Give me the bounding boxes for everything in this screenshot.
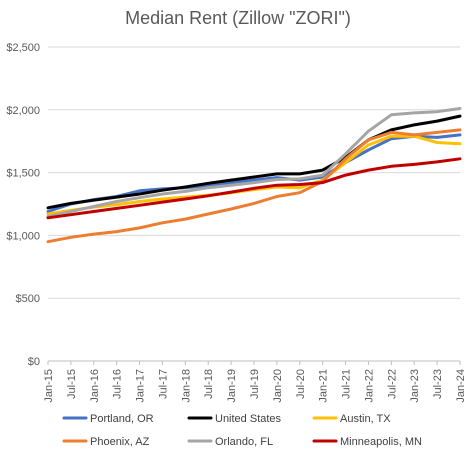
x-tick-label: Jan-16 xyxy=(89,369,101,403)
y-tick-label: $500 xyxy=(16,293,40,305)
chart-title: Median Rent (Zillow "ZORI") xyxy=(125,8,351,28)
x-tick-label: Jan-23 xyxy=(409,369,421,403)
x-tick-label: Jul-17 xyxy=(157,369,169,399)
y-tick-label: $0 xyxy=(28,356,40,368)
legend-label: Portland, OR xyxy=(90,413,154,425)
x-tick-label: Jan-18 xyxy=(180,369,192,403)
x-tick-label: Jul-18 xyxy=(203,369,215,399)
x-tick-label: Jul-16 xyxy=(112,369,124,399)
x-tick-label: Jul-20 xyxy=(295,369,307,399)
x-tick-label: Jan-15 xyxy=(43,369,55,403)
y-tick-label: $2,000 xyxy=(6,105,40,117)
legend-label: Minneapolis, MN xyxy=(340,436,422,448)
y-tick-label: $1,000 xyxy=(6,230,40,242)
x-tick-label: Jul-15 xyxy=(66,369,78,399)
series-line xyxy=(46,157,462,220)
x-tick-label: Jan-19 xyxy=(226,369,238,403)
x-tick-label: Jul-23 xyxy=(432,369,444,399)
x-tick-label: Jul-22 xyxy=(386,369,398,399)
series-line xyxy=(46,107,462,219)
x-tick-label: Jul-19 xyxy=(249,369,261,399)
x-tick-label: Jan-22 xyxy=(363,369,375,403)
x-tick-label: Jan-21 xyxy=(318,369,330,403)
legend-label: Austin, TX xyxy=(340,413,391,425)
x-tick-label: Jul-21 xyxy=(341,369,353,399)
x-tick-label: Jan-20 xyxy=(272,369,284,403)
legend-label: Orlando, FL xyxy=(215,436,273,448)
series-line xyxy=(46,133,462,213)
y-tick-label: $2,500 xyxy=(6,42,40,54)
x-tick-label: Jan-24 xyxy=(455,369,467,403)
legend-label: Phoenix, AZ xyxy=(90,436,150,448)
y-tick-label: $1,500 xyxy=(6,168,40,180)
series-line xyxy=(46,128,462,244)
series-line xyxy=(46,114,462,210)
x-tick-label: Jan-17 xyxy=(135,369,147,403)
legend-label: United States xyxy=(215,413,282,425)
